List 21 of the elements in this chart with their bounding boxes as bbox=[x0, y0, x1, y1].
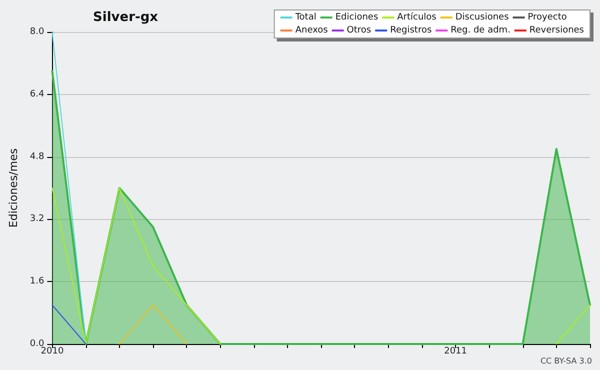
y-tick-label: 0.0 bbox=[30, 339, 44, 349]
legend-label: Discusiones bbox=[455, 12, 510, 22]
legend-label: Ediciones bbox=[335, 12, 378, 22]
y-tick-label: 4.8 bbox=[30, 152, 44, 162]
legend-label: Artículos bbox=[397, 12, 437, 22]
x-tick-label: 2011 bbox=[444, 346, 468, 356]
legend-label: Reg. de adm. bbox=[450, 26, 510, 36]
legend-label: Otros bbox=[346, 26, 372, 36]
chart-title: Silver-gx bbox=[93, 10, 159, 25]
y-tick-label: 8.0 bbox=[30, 27, 44, 37]
y-tick-label: 1.6 bbox=[30, 276, 44, 287]
y-tick-label: 3.2 bbox=[30, 214, 44, 224]
text: CC BY-SA 3.0 bbox=[540, 356, 592, 366]
legend-label: Reversiones bbox=[529, 26, 584, 36]
legend-label: Anexos bbox=[295, 26, 328, 36]
legend-label: Registros bbox=[390, 26, 432, 36]
y-tick-label: 6.4 bbox=[30, 89, 44, 100]
x-tick-label: 2010 bbox=[40, 346, 64, 356]
legend-label: Total bbox=[294, 12, 316, 22]
y-axis-title: Ediciones/mes bbox=[7, 148, 20, 228]
legend-label: Proyecto bbox=[528, 12, 568, 22]
